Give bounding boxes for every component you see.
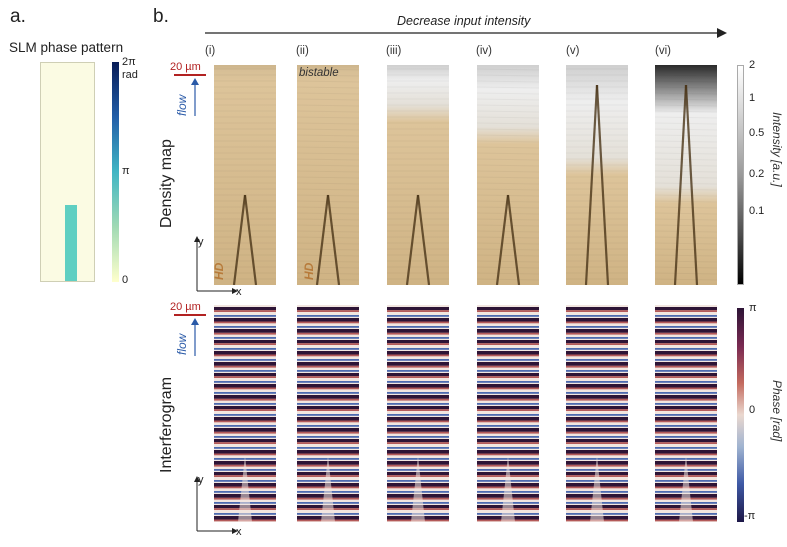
bistable-label: bistable xyxy=(299,67,339,79)
slm-title: SLM phase pattern xyxy=(9,40,124,55)
scale-bar-label-interf: 20 µm xyxy=(170,301,201,313)
interferogram-i xyxy=(214,305,276,522)
density-map-vi xyxy=(655,65,717,285)
axes-interf xyxy=(194,476,238,534)
slm-cb-top: 2π xyxy=(122,56,136,68)
interferogram-vi xyxy=(655,305,717,522)
flow-arrow-interf xyxy=(191,318,199,356)
scale-bar-label-density: 20 µm xyxy=(170,61,201,73)
axis-x-density: x xyxy=(236,286,242,298)
intensity-tick-4: 0.1 xyxy=(749,205,765,217)
intensity-tick-2: 0.5 xyxy=(749,127,765,139)
density-map-iii xyxy=(387,65,449,285)
interferogram-v xyxy=(566,305,628,522)
row-label-interferogram: Interferogram xyxy=(158,376,175,473)
scale-bar-density xyxy=(174,74,206,76)
interferogram-ii xyxy=(297,305,359,522)
col-label-iv: (iv) xyxy=(476,45,492,57)
flow-label-density: flow xyxy=(175,94,189,116)
density-map-ii xyxy=(297,65,359,285)
interferogram-iii xyxy=(387,305,449,522)
col-label-v: (v) xyxy=(566,45,580,57)
axes-density xyxy=(194,236,238,294)
density-map-v xyxy=(566,65,628,285)
density-map-i xyxy=(214,65,276,285)
interferogram-iv xyxy=(477,305,539,522)
row-label-density: Density map xyxy=(158,139,175,228)
scale-bar-interf xyxy=(174,314,206,316)
phase-top: π xyxy=(749,302,757,314)
hd-label-ii: HD xyxy=(302,262,316,280)
panel-a-letter: a. xyxy=(10,6,26,27)
slm-cb-unit: rad xyxy=(122,69,138,81)
phase-colorbar xyxy=(737,308,744,522)
intensity-colorbar xyxy=(737,65,744,285)
intensity-arrow xyxy=(205,28,727,38)
intensity-tick-0: 2 xyxy=(749,59,756,71)
slm-cb-bottom: 0 xyxy=(122,274,129,286)
flow-label-interf: flow xyxy=(175,333,189,355)
flow-arrow-density xyxy=(191,78,199,116)
panel-b-letter: b. xyxy=(153,6,169,27)
density-map-iv xyxy=(477,65,539,285)
col-label-i: (i) xyxy=(205,45,216,57)
col-label-iii: (iii) xyxy=(386,45,402,57)
phase-bottom: -π xyxy=(744,510,756,522)
phase-colorbar-title: Phase [rad] xyxy=(770,380,784,442)
intensity-tick-1: 1 xyxy=(749,92,756,104)
intensity-colorbar-title: Intensity [a.u.] xyxy=(770,112,784,187)
axis-y-density: y xyxy=(198,236,204,248)
phase-mid: 0 xyxy=(749,404,756,416)
hd-label-i: HD xyxy=(212,262,226,280)
col-label-vi: (vi) xyxy=(655,45,671,57)
slm-colorbar xyxy=(112,62,119,282)
slm-phase-bar xyxy=(65,205,77,281)
axis-x-interf: x xyxy=(236,526,242,538)
slm-cb-mid: π xyxy=(122,165,130,177)
col-label-ii: (ii) xyxy=(296,45,309,57)
axis-y-interf: y xyxy=(198,474,204,486)
intensity-tick-3: 0.2 xyxy=(749,168,765,180)
arrow-label: Decrease input intensity xyxy=(397,14,531,28)
slm-phase-pattern xyxy=(40,62,95,282)
